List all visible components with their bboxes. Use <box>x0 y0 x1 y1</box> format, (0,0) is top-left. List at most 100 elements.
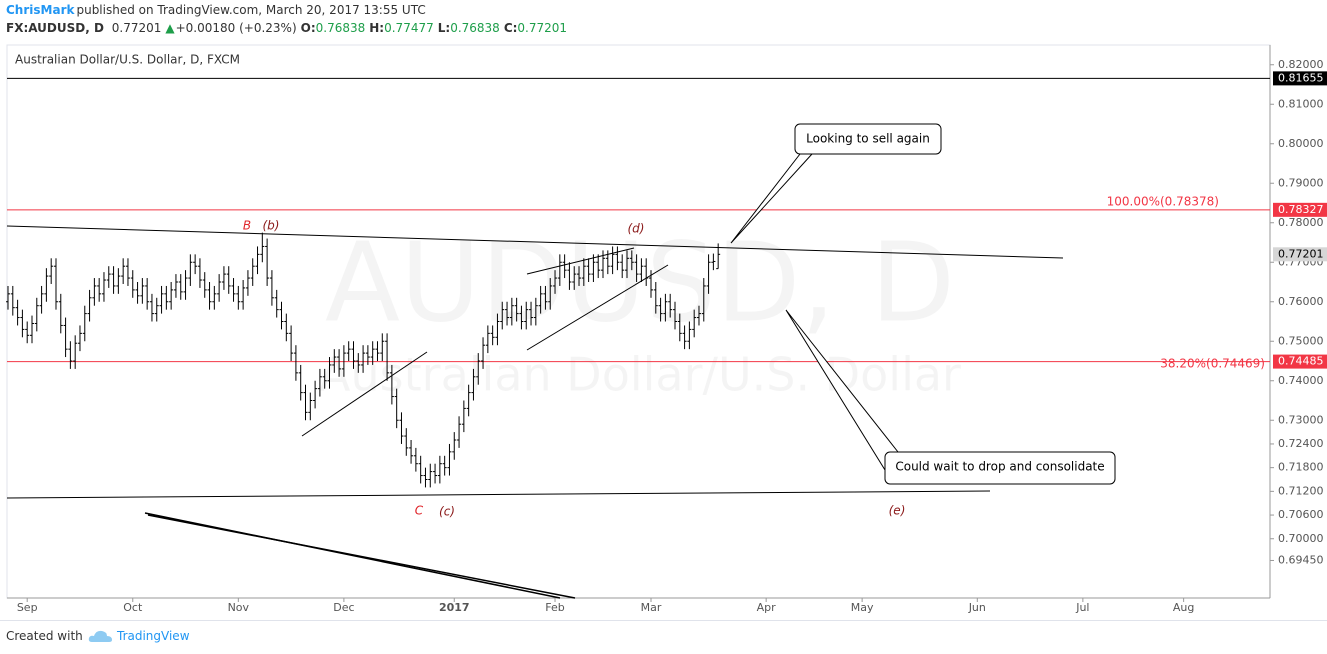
ohlc-bar <box>145 278 150 310</box>
y-tick-label: 0.82000 <box>1278 58 1324 71</box>
logo-icon <box>88 630 112 642</box>
ohlc-bar <box>346 341 351 361</box>
watermark-sub: Australian Dollar/U.S. Dollar <box>319 348 961 402</box>
fib-label: 100.00%(0.78378) <box>1107 195 1219 209</box>
grid-layer <box>7 77 1270 363</box>
ohlc-bar <box>394 388 399 429</box>
ohlc-bar <box>706 254 711 294</box>
ohlc-bar <box>418 455 423 484</box>
ohlc-bar <box>193 254 198 275</box>
ohlc-bar <box>533 297 538 326</box>
ohlc-bar <box>317 368 322 397</box>
ohlc-bar <box>581 258 586 286</box>
ohlc-bar <box>380 333 385 361</box>
ohlc-bar <box>15 299 20 326</box>
ohlc-bar <box>73 335 78 369</box>
price-label: 0.78327 <box>1278 203 1324 216</box>
y-tick-label: 0.79000 <box>1278 176 1324 189</box>
ohlc-bar <box>164 285 169 310</box>
ohlc-bar <box>188 254 193 286</box>
ohlc-bar <box>668 293 673 318</box>
ohlc-bar <box>442 455 447 476</box>
price-label-box <box>1273 202 1327 217</box>
ohlc-bar <box>58 293 63 334</box>
ohlc-bar <box>173 274 178 298</box>
ohlc-bar <box>92 278 97 306</box>
ohlc-bar <box>447 443 452 476</box>
ohlc-bar <box>471 368 476 401</box>
ohlc-bar <box>601 250 606 279</box>
ohlc-bar <box>332 349 337 373</box>
chart: AUDUSD, D Australian Dollar/U.S. Dollar … <box>6 44 1327 614</box>
ohlc-bar <box>413 447 418 472</box>
price-label-box <box>1273 247 1327 262</box>
price-label: 0.81655 <box>1278 71 1324 84</box>
callout-pointer <box>785 309 899 471</box>
callout-text: Could wait to drop and consolidate <box>895 460 1104 474</box>
ohlc-bar <box>553 270 558 294</box>
ohlc-bar <box>351 341 356 369</box>
ohlc-bar <box>562 254 567 279</box>
y-tick-label: 0.78000 <box>1278 216 1324 229</box>
ohlc-bar <box>77 325 82 352</box>
ohlc-bar <box>341 345 346 377</box>
ohlc-bar <box>207 282 212 310</box>
y-tick-label: 0.71200 <box>1278 484 1324 497</box>
ohlc-bar <box>519 305 524 330</box>
ohlc-bar <box>149 293 154 322</box>
ohlc-bar <box>634 254 639 282</box>
ohlc-bar <box>308 392 313 421</box>
ohlc-bar <box>221 266 226 290</box>
ohlc-bar <box>279 301 284 330</box>
ohlc-bar <box>183 270 188 300</box>
ohlc-bar <box>591 254 596 282</box>
ohlc-bar <box>696 305 701 326</box>
ohlc-bar <box>63 317 68 358</box>
ohlc-bar <box>433 463 438 484</box>
ohlc-bar <box>490 325 495 346</box>
ohlc-bar <box>269 270 274 306</box>
ohlc-bar <box>140 278 145 304</box>
trendline <box>301 351 428 437</box>
change: +0.00180 (+0.23%) <box>175 21 297 35</box>
ohlc-bar <box>236 285 241 310</box>
ohlc-bar <box>116 268 121 294</box>
ohlc-bar <box>596 254 601 279</box>
ohlc-bar <box>337 349 342 377</box>
last-price: 0.77201 <box>111 21 162 35</box>
ohlc-bar <box>226 266 231 294</box>
ohlc-bar <box>6 285 10 310</box>
ohlc-bar <box>49 258 54 284</box>
ohlc-bar <box>625 250 630 279</box>
fib-label: 38.20%(0.74469) <box>1160 357 1265 371</box>
x-tick-label: Apr <box>757 601 777 614</box>
callout-text: Looking to sell again <box>806 132 930 146</box>
ohlc-value: 0.76838 <box>450 21 500 35</box>
ohlc-bar <box>404 428 409 456</box>
callout-box <box>884 451 1116 485</box>
ohlc-bar <box>385 333 390 381</box>
ohlc-value: 0.77477 <box>384 21 434 35</box>
y-tick-label: 0.71800 <box>1278 461 1324 474</box>
ohlc-bar <box>375 341 380 361</box>
ohlc-bar <box>135 282 140 304</box>
brand[interactable]: TradingView <box>117 629 190 643</box>
trendline <box>147 514 576 599</box>
ohlc-bar <box>687 321 692 350</box>
ohlc-bar <box>212 285 217 310</box>
ohlc-bar <box>466 384 471 417</box>
ohlc-bar <box>711 253 716 271</box>
y-tick-label: 0.70600 <box>1278 508 1324 521</box>
ohlc-bar <box>106 266 111 288</box>
wave-label: B <box>243 219 251 233</box>
author[interactable]: ChrisMark <box>6 3 75 17</box>
x-tick-label: Sep <box>17 601 38 614</box>
ohlc-bar <box>389 364 394 405</box>
ohlc-bar <box>572 266 577 290</box>
ohlc-bar <box>293 345 298 381</box>
ohlc-bar <box>428 463 433 488</box>
ohlc-bar <box>298 364 303 401</box>
created-with: Created with <box>6 629 83 643</box>
price-label-box <box>1273 354 1327 369</box>
ohlc-bar <box>461 400 466 433</box>
